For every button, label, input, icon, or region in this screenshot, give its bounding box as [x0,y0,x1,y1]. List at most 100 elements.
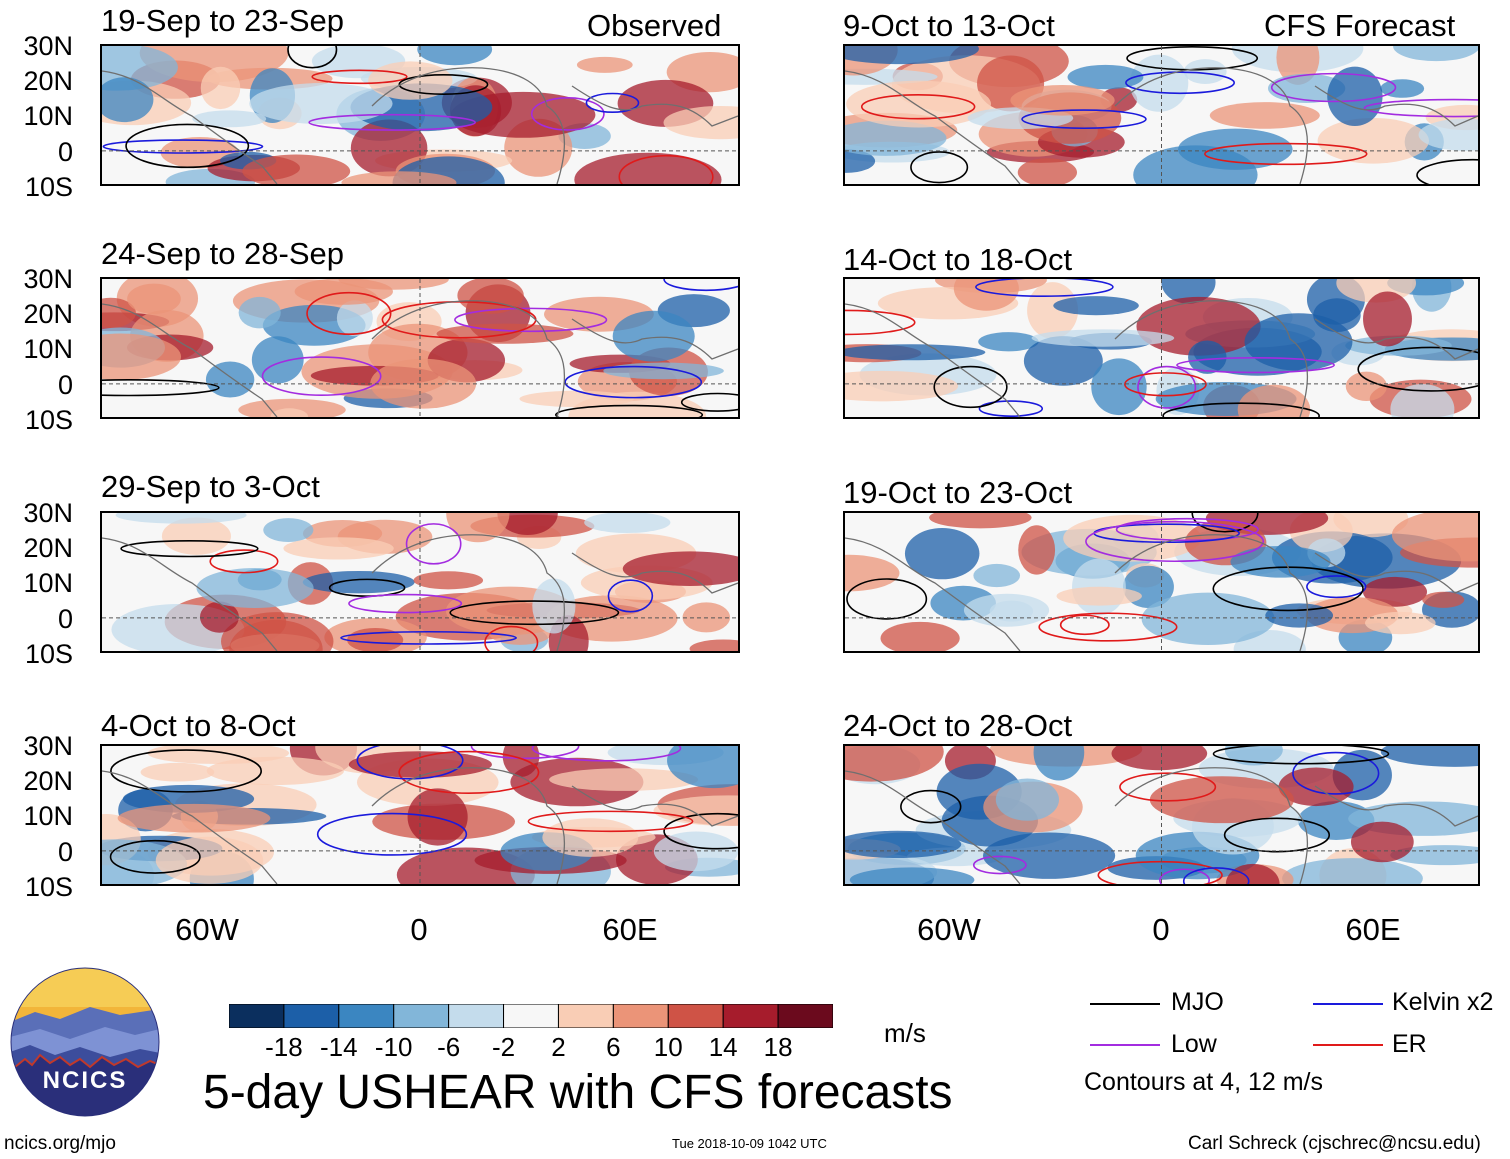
shading-blob [1129,54,1189,112]
contour [585,92,640,114]
contour [405,523,462,565]
colorbar-swatch [557,1003,614,1029]
shading-blob [1363,291,1412,347]
legend-line-kelvin [1313,1003,1383,1005]
colorbar-swatch [503,1003,559,1029]
shading-blob [1390,383,1455,417]
colorbar-swatch [338,1003,395,1029]
legend-label-low: Low [1171,1030,1217,1058]
shading-blob [127,283,181,315]
colorbar [228,1003,834,1029]
contour [1162,402,1320,417]
contour [1115,517,1259,542]
contour [287,46,338,69]
shading-blob [953,279,1019,311]
y-tick: 30N [23,498,73,528]
contour [340,630,517,645]
shading-blob [1053,296,1139,316]
shading-blob [1391,513,1478,562]
shading-blob [845,554,900,592]
legend-label-er: ER [1392,1030,1427,1058]
contour [618,154,714,184]
colorbar-swatch [448,1003,505,1029]
shading-blob [1056,586,1142,606]
shading-blob [249,83,393,125]
shading-blob [199,601,239,633]
shading-blob [161,517,231,555]
contour [1204,142,1368,166]
coastline [102,767,738,884]
shading-blob [1183,59,1227,84]
shading-blob [1031,329,1175,347]
contour [975,279,1114,298]
shading-blob [336,300,373,337]
shading-blob [1018,525,1056,575]
contour [1363,98,1478,118]
contour [125,123,250,169]
shading-blob [155,836,264,884]
shading-blob [1267,73,1346,103]
contour [1119,772,1217,802]
colorbar-tick-label: -18 [265,1032,303,1062]
contour [1292,751,1380,795]
shading-blob [845,46,979,65]
shading-blob [1380,746,1478,767]
coastline [102,67,738,184]
x-tick: 60E [602,912,658,947]
x-tick: 0 [1152,912,1170,947]
shading-blob [206,756,344,786]
shading-blob [653,795,738,826]
contour [261,356,382,396]
y-tick: 30N [23,264,73,294]
x-tick: 60W [917,912,981,947]
colorbar-tick-label: 14 [708,1032,738,1062]
shading-blob [1390,845,1478,866]
shading-blob [370,358,477,409]
shading-blob [238,296,281,329]
y-tick: 10S [24,172,73,202]
contour [860,93,976,120]
contour [449,600,620,626]
panel-title-3: 29-Sep to 3-Oct [101,469,320,504]
y-tick: 10S [24,639,73,669]
observed-header: Observed [587,8,722,43]
shading-blob [978,332,1039,352]
contour [470,746,580,760]
contour [1306,575,1367,599]
contour [1182,867,1250,884]
shading-blob [1091,358,1147,416]
shading-blob [1297,801,1375,840]
contour [1125,71,1235,95]
contour [972,855,1027,875]
shading-blob [1209,102,1320,129]
y-tick: 0 [57,837,73,867]
colorbar-swatch [667,1003,724,1029]
map-panel-forecast-4 [843,744,1480,886]
map-panel-observed-1 [100,44,740,186]
legend-label-mjo: MJO [1171,988,1224,1016]
shading-blob [497,513,558,536]
contour [845,309,916,336]
shading-blob [1063,514,1202,562]
shading-blob [263,518,314,543]
shading-blob [1111,746,1208,771]
shading-blob [140,762,215,782]
shading-blob [982,832,1116,879]
map-panel-forecast-3 [843,511,1480,653]
shading-blob [270,408,309,417]
shading-blob [1313,298,1361,333]
y-tick: 30N [23,731,73,761]
shading-blob [612,310,695,362]
colorbar-tick-label: 2 [551,1032,566,1062]
contour [316,812,468,856]
shading-blob [200,66,241,110]
shading-blob [407,788,468,846]
shading-blob [1365,611,1436,635]
shading-blob [576,56,633,73]
y-tick: 10S [24,405,73,435]
shading-blob [845,746,944,782]
colorbar-swatch [777,1003,834,1029]
contour [680,392,738,412]
contour [1021,109,1147,130]
coastline [102,300,738,417]
